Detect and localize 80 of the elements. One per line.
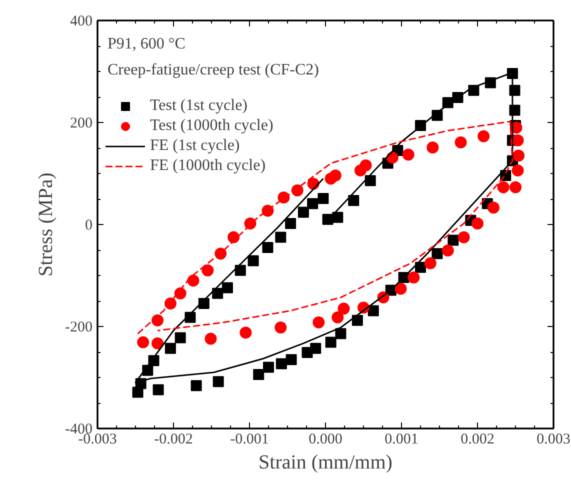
point	[187, 274, 200, 287]
point	[204, 332, 217, 345]
point	[472, 217, 484, 230]
point	[332, 311, 344, 324]
point	[164, 342, 176, 354]
point	[512, 164, 524, 176]
point	[454, 136, 467, 148]
point	[329, 170, 342, 182]
point	[152, 337, 164, 350]
point	[426, 142, 439, 154]
point	[137, 336, 150, 348]
point	[174, 332, 186, 344]
point	[352, 314, 363, 326]
legend-label: Test (1st cycle)	[150, 97, 248, 115]
point	[312, 316, 325, 328]
legend-label: FE (1st cycle)	[150, 137, 240, 155]
point	[240, 326, 252, 339]
x-tick-label: 0.002	[460, 432, 494, 448]
y-tick-label: 200	[70, 116, 92, 132]
x-tick-label: 0.003	[536, 432, 570, 448]
annotation: P91, 600 °C	[108, 36, 186, 52]
point	[285, 218, 296, 229]
point	[263, 362, 274, 373]
point	[298, 206, 309, 218]
point	[360, 159, 372, 172]
point	[408, 272, 420, 284]
point	[253, 368, 264, 380]
point	[307, 198, 318, 210]
point	[286, 354, 297, 366]
point	[432, 248, 443, 260]
point	[275, 232, 286, 243]
point	[174, 287, 186, 300]
y-tick-label: 0	[85, 218, 92, 234]
point	[348, 195, 360, 206]
point	[335, 328, 346, 340]
point	[478, 130, 490, 142]
legend-label: Test (1000th cycle)	[150, 117, 274, 135]
point	[338, 302, 350, 315]
point	[368, 305, 379, 316]
point	[222, 282, 233, 294]
y-axis-title: Stress (MPa)	[35, 172, 58, 276]
point	[152, 314, 164, 326]
point	[458, 231, 470, 244]
point	[190, 380, 202, 392]
legend-label: FE (1000th cycle)	[150, 157, 266, 175]
point	[302, 347, 313, 358]
point	[274, 322, 287, 334]
point	[276, 358, 287, 370]
x-tick-label: -0.001	[230, 432, 269, 448]
point	[164, 298, 176, 310]
point	[332, 212, 344, 223]
point	[512, 134, 524, 146]
point	[318, 192, 329, 204]
point	[402, 148, 414, 161]
annotation: Creep-fatigue/creep test (CF-C2)	[108, 62, 319, 78]
point	[364, 175, 376, 186]
point	[394, 282, 407, 295]
point	[442, 244, 454, 256]
y-tick-label: -200	[65, 320, 93, 336]
point	[202, 264, 214, 276]
point	[510, 181, 522, 194]
x-axis-title: Strain (mm/mm)	[258, 452, 392, 474]
point	[234, 264, 246, 276]
point	[152, 384, 164, 396]
point	[497, 181, 510, 194]
x-tick-label: 0.001	[384, 432, 418, 448]
point	[248, 255, 259, 266]
x-tick-label: -0.002	[154, 432, 193, 448]
y-tick-label: 400	[70, 14, 92, 30]
point	[424, 257, 436, 270]
point	[325, 336, 336, 348]
x-tick-label: 0.000	[308, 432, 342, 448]
point	[448, 234, 459, 246]
point	[291, 184, 304, 196]
point	[487, 202, 500, 214]
point	[512, 150, 525, 162]
point	[212, 376, 224, 388]
point	[228, 231, 240, 244]
point	[262, 242, 274, 253]
point	[214, 248, 227, 260]
